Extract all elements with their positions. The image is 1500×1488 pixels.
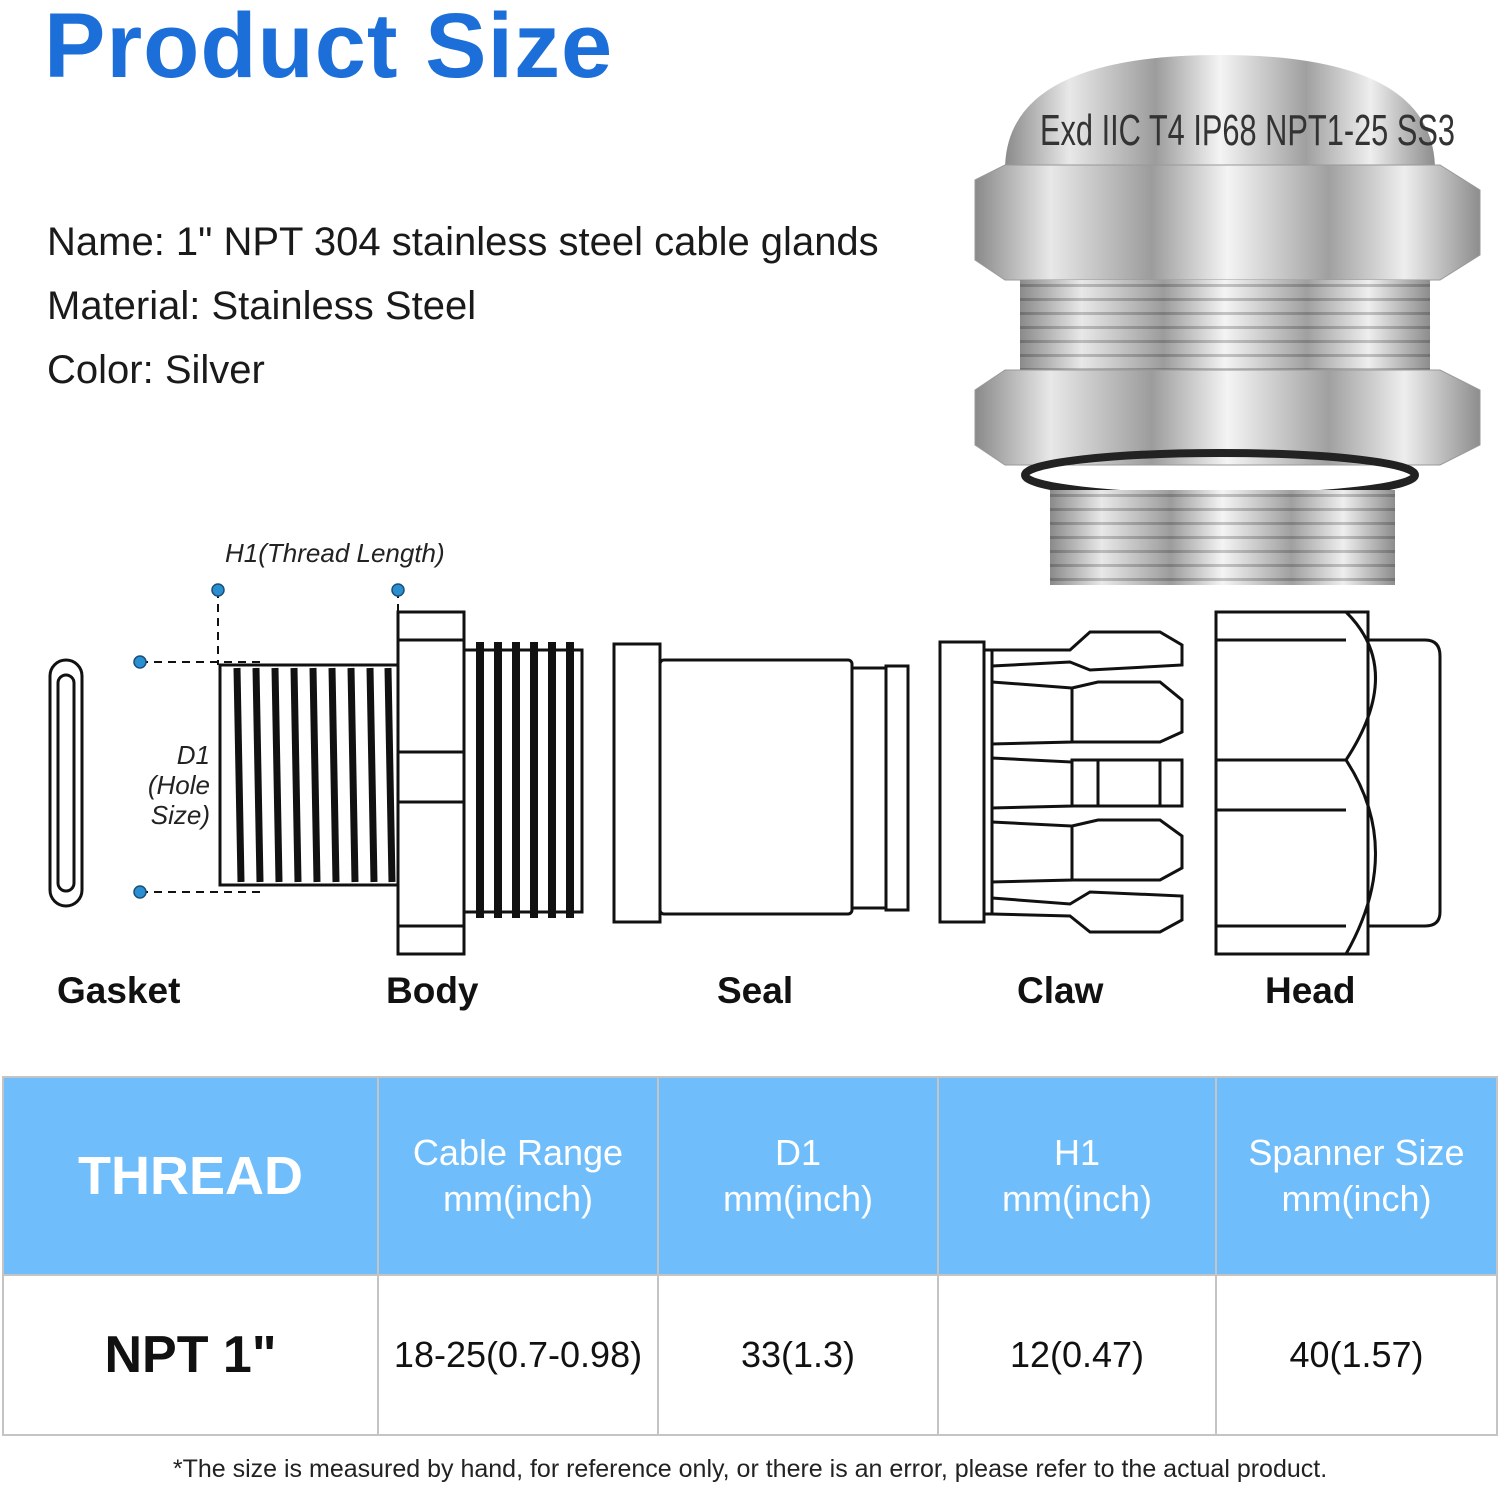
- dimension-dots: [133, 583, 405, 899]
- header-unit: mm(inch): [1281, 1178, 1432, 1219]
- exploded-diagram: [48, 583, 1442, 956]
- claw-drawing: [938, 630, 1184, 934]
- head-drawing: [1214, 610, 1442, 956]
- page-title: Product Size: [44, 0, 614, 97]
- header-thread: THREAD: [2, 1076, 379, 1276]
- part-label-body: Body: [386, 970, 479, 1011]
- table-header-row: THREAD Cable Range mm(inch) D1 mm(inch) H1…: [2, 1076, 1498, 1276]
- spec-material: Material: Stainless Steel: [47, 284, 477, 328]
- d1-label-title: D1: [176, 740, 210, 770]
- cell-thread: NPT 1": [2, 1274, 379, 1436]
- header-unit: mm(inch): [1002, 1178, 1152, 1219]
- header-unit: mm(inch): [723, 1178, 873, 1219]
- d1-label-sub: (Hole Size): [147, 770, 210, 830]
- header-text: H1: [1053, 1132, 1101, 1173]
- part-label-seal: Seal: [717, 970, 794, 1011]
- header-text: Cable Range: [412, 1132, 624, 1173]
- header-spanner-size: Spanner Size mm(inch): [1215, 1076, 1498, 1276]
- size-table: THREAD Cable Range mm(inch) D1 mm(inch) H1…: [2, 1076, 1498, 1436]
- dome-cap: [1005, 55, 1435, 170]
- cell-spanner-size: 40(1.57): [1215, 1274, 1498, 1436]
- cell-d1: 33(1.3): [657, 1274, 939, 1436]
- footnote: *The size is measured by hand, for refer…: [172, 1455, 1328, 1483]
- engraving-text: Exd IIC T4 IP68 NPT1-25 SS3: [1040, 106, 1455, 155]
- seal-drawing: [612, 642, 910, 924]
- header-unit: mm(inch): [443, 1178, 593, 1219]
- header-text: D1: [774, 1132, 822, 1173]
- product-photo: Exd IIC T4 IP68 NPT1-25 SS3: [974, 55, 1481, 585]
- cell-h1: 12(0.47): [937, 1274, 1217, 1436]
- cell-cable-range: 18-25(0.7-0.98): [377, 1274, 659, 1436]
- gasket-drawing: [48, 658, 84, 908]
- h1-label: H1(Thread Length): [225, 538, 445, 568]
- part-label-gasket: Gasket: [57, 970, 181, 1011]
- part-label-head: Head: [1265, 970, 1356, 1011]
- header-text: Spanner Size: [1248, 1132, 1465, 1173]
- table-row: NPT 1" 18-25(0.7-0.98) 33(1.3) 12(0.47) …: [2, 1274, 1498, 1436]
- d1-label: D1 (Hole Size): [90, 740, 210, 830]
- spec-name: Name: 1" NPT 304 stainless steel cable g…: [47, 220, 879, 264]
- header-h1: H1 mm(inch): [937, 1076, 1217, 1276]
- part-label-claw: Claw: [1017, 970, 1104, 1011]
- header-d1: D1 mm(inch): [657, 1076, 939, 1276]
- body-drawing: [218, 610, 584, 956]
- header-cable-range: Cable Range mm(inch): [377, 1076, 659, 1276]
- spec-color: Color: Silver: [47, 348, 265, 392]
